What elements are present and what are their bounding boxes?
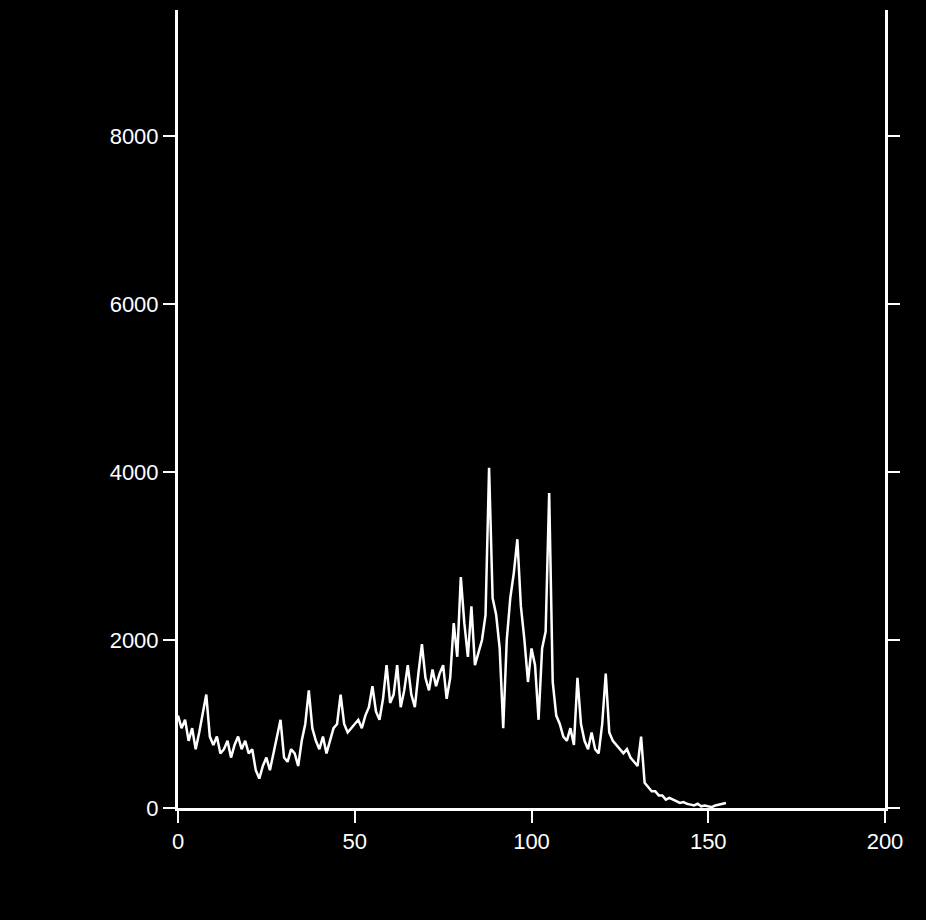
svg-text:2000: 2000 [110, 628, 159, 653]
svg-text:150: 150 [690, 829, 727, 854]
svg-text:200: 200 [867, 829, 904, 854]
svg-text:50: 50 [343, 829, 367, 854]
svg-text:0: 0 [146, 796, 158, 821]
svg-text:0: 0 [172, 829, 184, 854]
svg-text:6000: 6000 [110, 292, 159, 317]
svg-text:4000: 4000 [110, 460, 159, 485]
svg-text:100: 100 [513, 829, 550, 854]
svg-text:8000: 8000 [110, 124, 159, 149]
